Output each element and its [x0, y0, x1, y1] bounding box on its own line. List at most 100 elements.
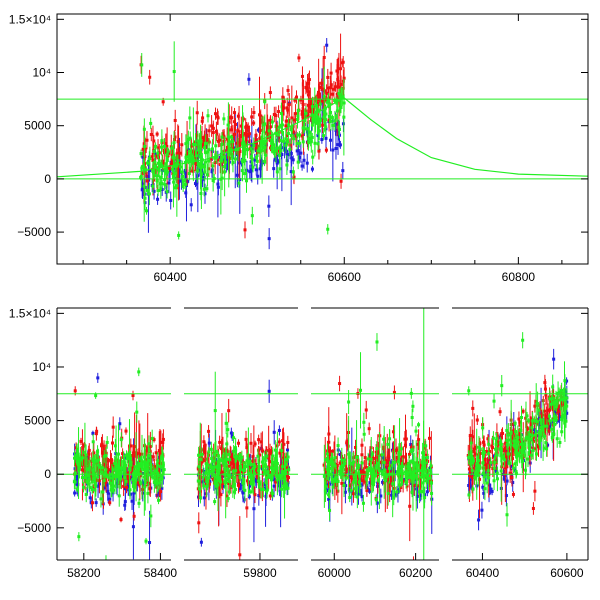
top-green-point — [203, 170, 207, 174]
top-green-point — [154, 144, 158, 148]
bottom-red-point — [323, 468, 327, 472]
top-blue-point — [296, 149, 300, 153]
top-green-point — [310, 135, 314, 139]
top-green-point — [156, 151, 160, 155]
top-green-point — [183, 161, 187, 165]
top-green-point — [206, 150, 210, 154]
top-red-point — [250, 115, 254, 119]
bottom-green-point — [144, 539, 148, 543]
bottom-blue-point — [487, 483, 491, 487]
top-green-point — [334, 115, 338, 119]
bottom-green-point — [135, 471, 139, 475]
top-red-point — [229, 128, 233, 132]
bottom-green-point — [109, 488, 113, 492]
top-red-point — [171, 159, 175, 163]
bottom-red-point — [412, 562, 415, 565]
top-red-point — [292, 175, 296, 179]
bottom-blue-point — [482, 491, 486, 495]
top-green-point — [280, 123, 284, 127]
bottom-green-point — [92, 477, 96, 481]
top-red-point — [290, 116, 294, 120]
bottom-green-point — [241, 468, 245, 472]
top-red-point — [222, 153, 226, 157]
bottom-red-point — [502, 449, 506, 453]
bottom-green-point — [74, 456, 78, 460]
top-blue-point — [333, 122, 337, 126]
top-green-point — [244, 147, 248, 151]
top-red-point — [292, 130, 296, 134]
top-green-point — [141, 164, 145, 168]
top-green-point — [211, 179, 215, 183]
bottom-green-point — [370, 452, 374, 456]
top-red-point — [191, 151, 195, 155]
bottom-blue-point — [254, 478, 258, 482]
bottom-green-point — [387, 466, 391, 470]
top-blue-point — [216, 185, 220, 189]
top-green-point — [331, 123, 335, 127]
top-green-point — [260, 135, 264, 139]
bottom-red-point — [286, 440, 290, 444]
top-green-point — [324, 112, 328, 116]
bottom-red-point — [512, 449, 516, 453]
bottom-red-point — [403, 443, 407, 447]
bottom-green-point — [347, 455, 351, 459]
bottom-green-point — [85, 479, 89, 483]
bottom-green-point — [75, 453, 79, 457]
top-green-point — [317, 117, 321, 121]
bottom-green-point — [80, 476, 84, 480]
bottom-red-point — [486, 463, 490, 467]
top-red-point — [156, 146, 160, 150]
top-green-point — [215, 156, 219, 160]
top-green-point — [159, 187, 163, 191]
bottom-green-point — [232, 436, 236, 440]
bottom-red-point — [132, 514, 136, 518]
bottom-green-point — [272, 461, 276, 465]
bottom-red-point — [400, 460, 404, 464]
bottom-red-point — [231, 455, 235, 459]
bottom-green-point — [96, 458, 100, 462]
top-green-point — [243, 172, 247, 176]
bottom-red-point — [482, 443, 486, 447]
top-green-point — [228, 140, 232, 144]
bottom-blue-point — [267, 389, 271, 393]
bottom-green-point — [91, 468, 95, 472]
bottom-red-point — [417, 484, 421, 488]
top-x-tick-label: 60400 — [153, 270, 187, 284]
bottom-green-point — [238, 465, 242, 469]
bottom-plot-area — [57, 308, 588, 565]
top-green-point — [291, 170, 295, 174]
top-green-point — [301, 126, 305, 130]
bottom-green-point — [205, 479, 209, 483]
bottom-green-point — [382, 437, 386, 441]
bottom-red-point — [360, 453, 364, 457]
bottom-blue-point — [504, 494, 508, 498]
top-red-point — [301, 114, 305, 118]
top-blue-point — [297, 155, 301, 159]
bottom-red-point — [119, 463, 123, 467]
top-red-point — [222, 134, 226, 138]
bottom-green-point — [274, 460, 278, 464]
top-red-point — [304, 85, 308, 89]
bottom-red-point — [281, 439, 285, 443]
bottom-green-point — [380, 453, 384, 457]
bottom-red-point — [416, 442, 420, 446]
bottom-red-point — [385, 460, 389, 464]
top-red-point — [321, 123, 325, 127]
top-blue-point — [256, 174, 260, 178]
top-red-point — [317, 93, 321, 97]
bottom-green-point — [113, 444, 117, 448]
bottom-green-point — [280, 465, 284, 469]
bottom-green-point — [231, 484, 235, 488]
top-green-point — [158, 182, 162, 186]
bottom-green-point — [213, 465, 217, 469]
top-green-point — [272, 143, 276, 147]
bottom-green-point — [375, 447, 379, 451]
bottom-red-point — [197, 521, 201, 525]
bottom-red-point — [365, 488, 369, 492]
top-red-point — [216, 115, 220, 119]
bottom-red-point — [101, 475, 105, 479]
bottom-blue-point — [537, 423, 541, 427]
bottom-green-point — [135, 410, 139, 414]
bottom-blue-point — [96, 376, 100, 380]
bottom-red-point — [474, 445, 478, 449]
